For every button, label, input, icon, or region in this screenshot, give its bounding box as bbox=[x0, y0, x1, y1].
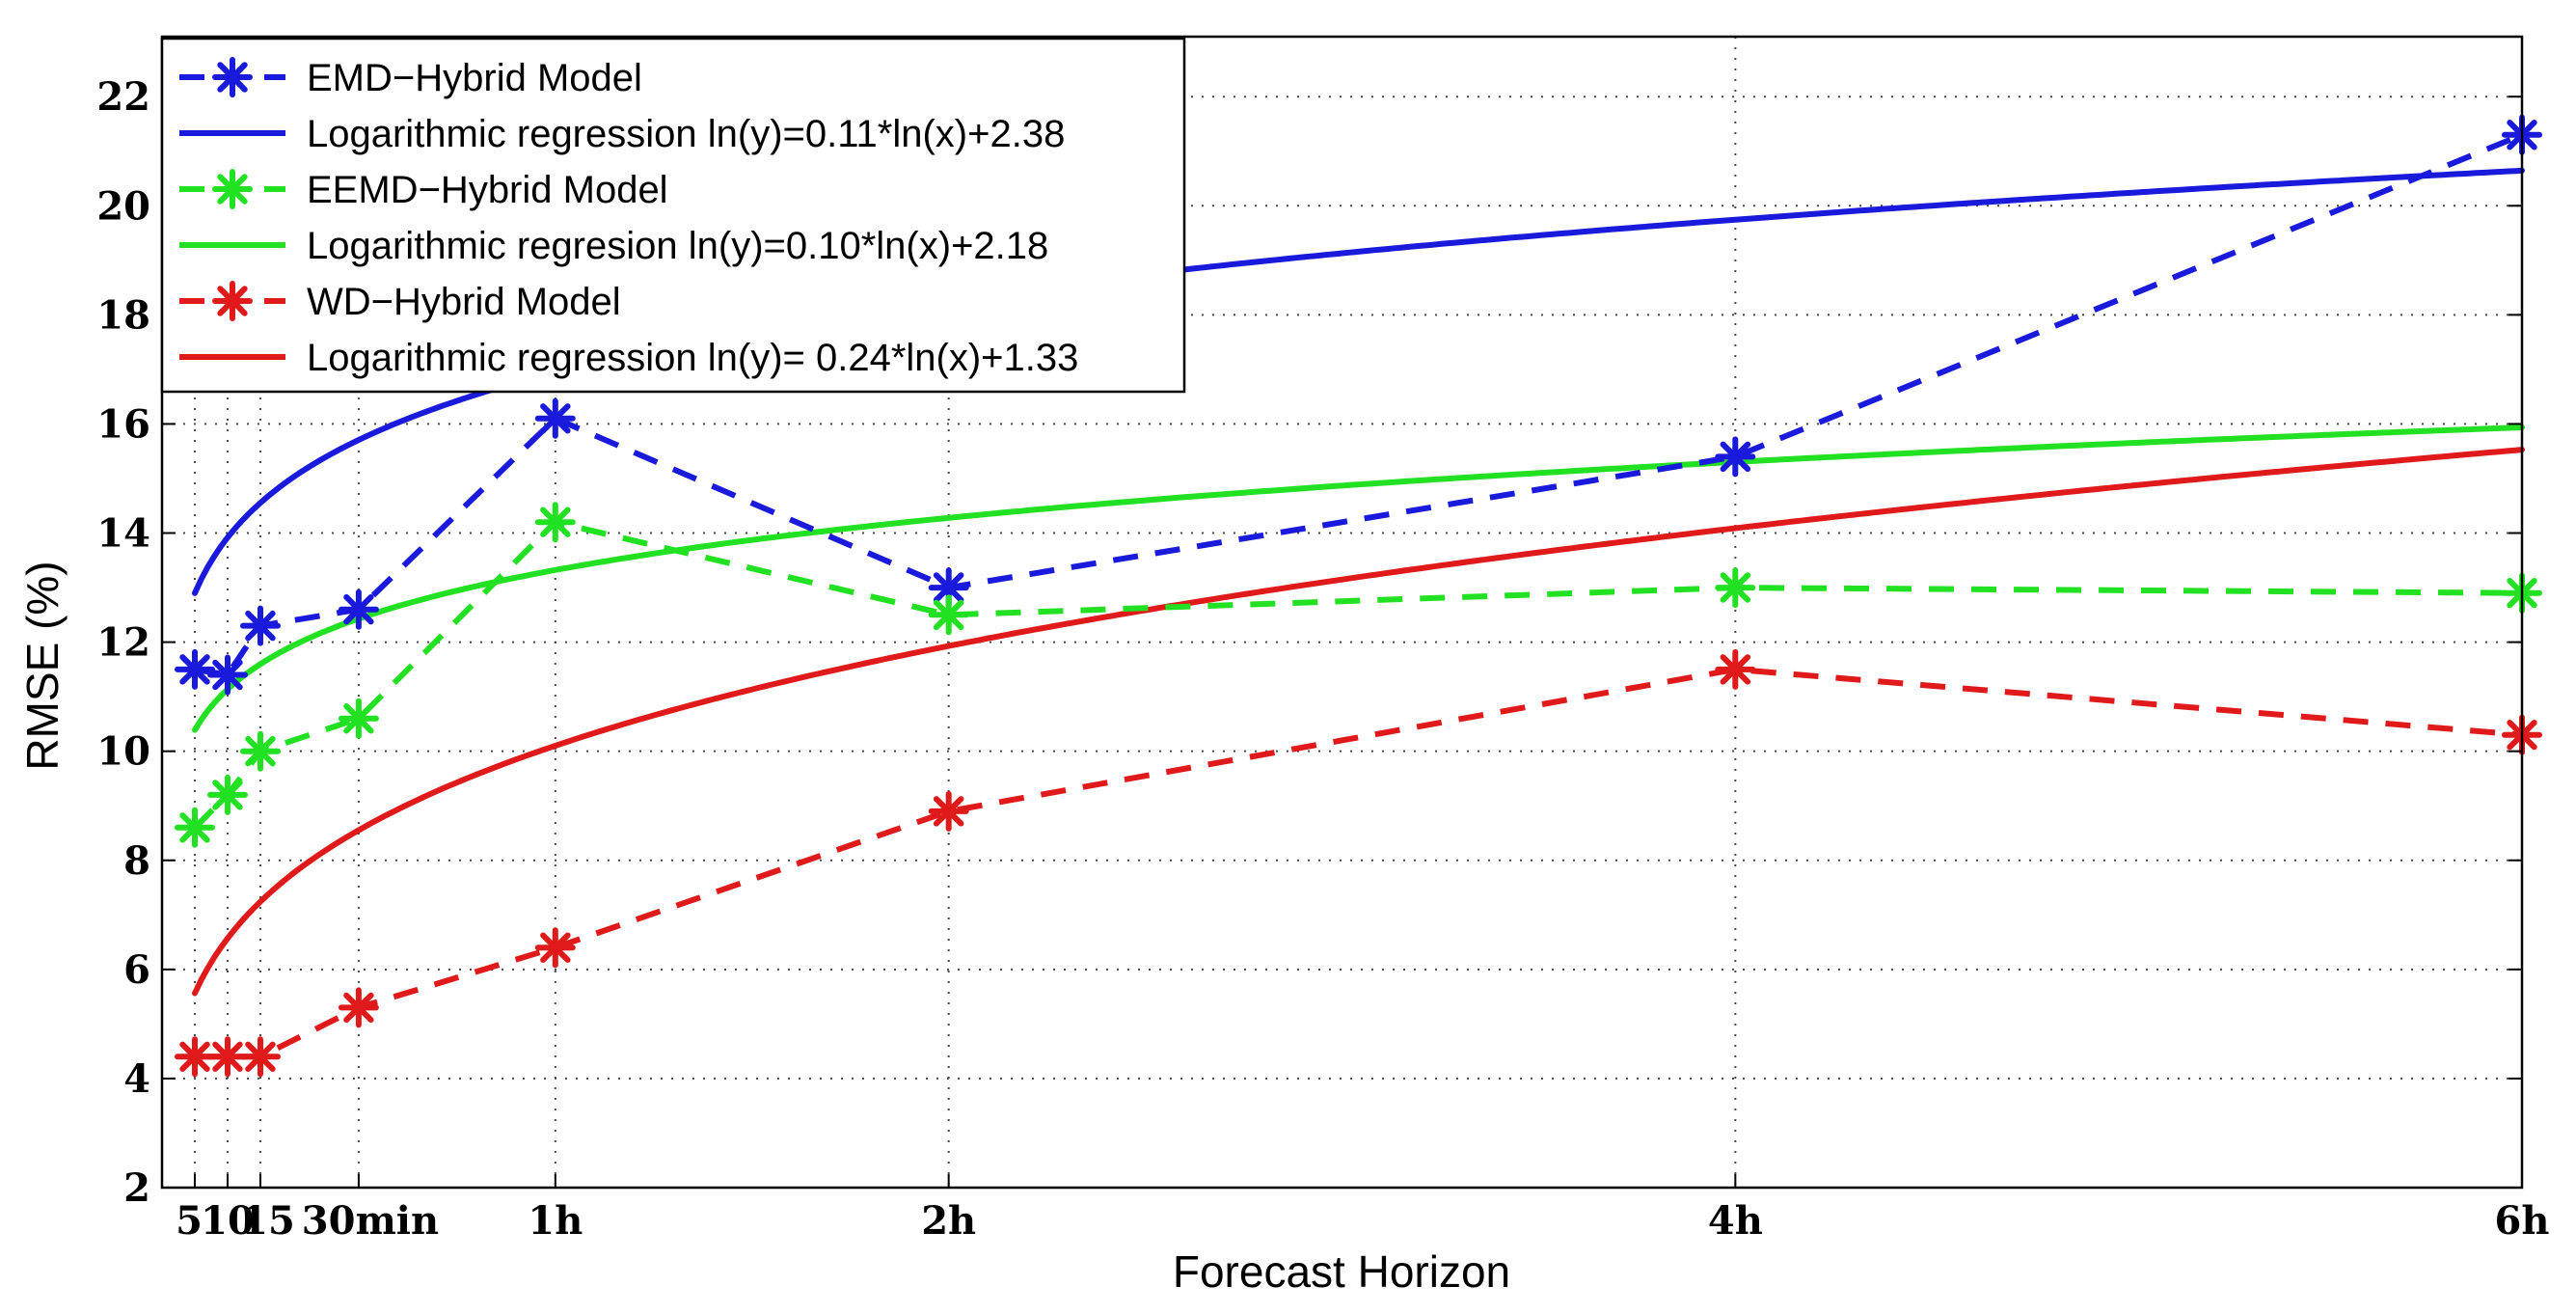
legend-item: EEMD−Hybrid Model bbox=[179, 169, 668, 211]
x-tick-label: 2h bbox=[921, 1198, 976, 1244]
x-axis-label: Forecast Horizon bbox=[1173, 1246, 1510, 1297]
x-tick-label: 5 bbox=[176, 1198, 203, 1244]
y-tick-label: 8 bbox=[123, 838, 150, 884]
data-point bbox=[175, 807, 215, 848]
legend-item: WD−Hybrid Model bbox=[179, 281, 621, 323]
y-axis-ticks: 2 4 6 8 10 12 14 16 18 20 22 bbox=[96, 74, 2522, 1211]
legend-marker bbox=[212, 281, 253, 321]
data-point bbox=[240, 605, 281, 646]
y-tick-label: 16 bbox=[96, 401, 150, 447]
y-tick-label: 20 bbox=[96, 183, 150, 229]
x-tick-label: 4h bbox=[1708, 1198, 1763, 1244]
legend-marker bbox=[212, 57, 253, 97]
data-point bbox=[338, 589, 379, 630]
data-point bbox=[207, 774, 248, 815]
data-point bbox=[175, 648, 215, 690]
data-point bbox=[928, 790, 969, 832]
data-point bbox=[534, 927, 576, 969]
legend-item: Logarithmic regresion ln(y)=0.10*ln(x)+2… bbox=[179, 225, 1048, 267]
x-tick-label: 30min bbox=[302, 1198, 439, 1244]
legend-marker bbox=[212, 169, 253, 209]
data-point bbox=[1715, 567, 1756, 609]
legend-box bbox=[160, 37, 1186, 394]
y-tick-label: 2 bbox=[123, 1165, 150, 1211]
x-tick-label: 1h bbox=[528, 1198, 583, 1244]
y-axis-label: RMSE (%) bbox=[17, 561, 68, 770]
series-line bbox=[195, 666, 2523, 1060]
legend-item: Logarithmic regression ln(y)=0.11*ln(x)+… bbox=[179, 113, 1065, 155]
y-tick-label: 22 bbox=[96, 74, 150, 120]
y-tick-label: 18 bbox=[96, 292, 150, 338]
data-point bbox=[534, 502, 576, 543]
data-point bbox=[928, 567, 969, 609]
data-point bbox=[1715, 648, 1756, 690]
data-point bbox=[240, 730, 281, 772]
y-tick-label: 10 bbox=[96, 729, 150, 775]
data-point bbox=[207, 654, 248, 696]
regression-curve bbox=[192, 447, 2525, 997]
legend-item: Logarithmic regression ln(y)= 0.24*ln(x)… bbox=[179, 337, 1078, 379]
data-point bbox=[928, 594, 969, 636]
data-series bbox=[175, 114, 2542, 1078]
data-point bbox=[240, 1036, 281, 1078]
legend-label: Logarithmic regression ln(y)=0.11*ln(x)+… bbox=[307, 113, 1065, 155]
regression-curve bbox=[192, 424, 2525, 733]
y-tick-label: 14 bbox=[96, 511, 150, 557]
x-tick-label: 6h bbox=[2495, 1198, 2550, 1244]
legend-label: Logarithmic regression ln(y)= 0.24*ln(x)… bbox=[307, 337, 1078, 379]
data-point bbox=[1715, 436, 1756, 478]
data-point bbox=[338, 987, 379, 1028]
legend-item: EMD−Hybrid Model bbox=[179, 57, 642, 99]
y-tick-label: 6 bbox=[123, 947, 150, 993]
legend-label: WD−Hybrid Model bbox=[307, 281, 621, 323]
x-tick-label: 15 bbox=[241, 1198, 295, 1244]
data-point bbox=[207, 1036, 248, 1078]
plot-frame bbox=[160, 35, 2524, 1190]
legend-label: Logarithmic regresion ln(y)=0.10*ln(x)+2… bbox=[307, 225, 1048, 267]
legend-label: EEMD−Hybrid Model bbox=[307, 169, 668, 211]
data-point bbox=[175, 1036, 215, 1078]
data-point bbox=[534, 397, 576, 439]
y-tick-label: 12 bbox=[96, 620, 150, 666]
legend-label: EMD−Hybrid Model bbox=[307, 57, 642, 99]
legend: EMD−Hybrid Model Logarithmic regression l… bbox=[160, 37, 1186, 394]
x-tick-label: 10 bbox=[201, 1198, 255, 1244]
data-point bbox=[338, 698, 379, 739]
y-tick-label: 4 bbox=[123, 1056, 150, 1102]
